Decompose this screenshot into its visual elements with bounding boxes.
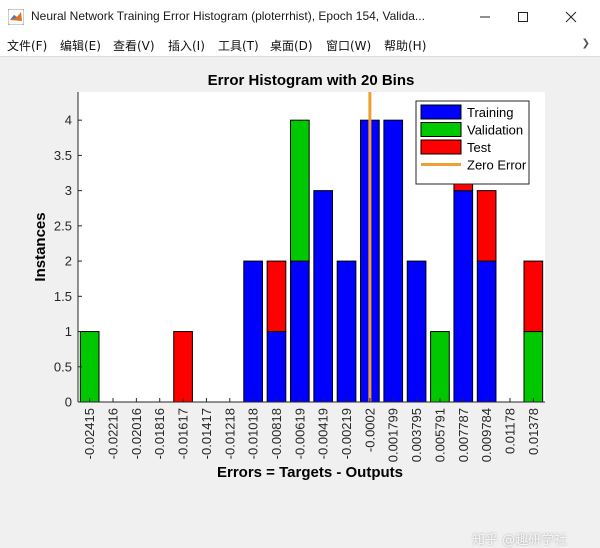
minimize-icon	[480, 16, 490, 18]
x-tick-label: 0.01378	[526, 408, 541, 455]
menu-bar: 文件(F) 编辑(E) 查看(V) 插入(I) 工具(T) 桌面(D) 窗口(W…	[0, 34, 600, 57]
chevron-right-icon[interactable]: ❯	[581, 38, 590, 49]
histogram-chart: Error Histogram with 20 Bins 0 0.5 1 1.5 2 2.…	[32, 72, 545, 481]
bar-training-16	[453, 190, 474, 403]
maximize-button[interactable]	[500, 0, 546, 34]
menu-window[interactable]: 窗口(W)	[326, 39, 372, 53]
bar-training-7	[243, 260, 263, 403]
x-tick-label: 0.005791	[432, 408, 447, 462]
x-tick-label: -0.01617	[176, 408, 191, 459]
bar-training-17	[476, 260, 497, 403]
x-tick-label: 0.007787	[456, 408, 471, 462]
bar-test-4	[173, 331, 193, 403]
legend-label: Test	[467, 140, 491, 155]
y-tick-label: 3.5	[54, 148, 72, 163]
y-tick-label: 0	[65, 395, 72, 410]
y-tick-label: 3	[65, 183, 72, 198]
bar-test-17	[476, 190, 497, 262]
x-tick-label: -0.01417	[199, 408, 214, 459]
y-axis-label: Instances	[32, 212, 49, 281]
minimize-button[interactable]	[462, 0, 508, 34]
legend-swatch-validation	[420, 122, 462, 137]
x-tick-label: 0.009784	[479, 408, 494, 462]
bar-training-11	[336, 260, 357, 403]
chart-title: Error Histogram with 20 Bins	[208, 72, 415, 89]
bar-training-13	[383, 119, 404, 403]
x-tick-label: -0.00619	[292, 408, 307, 459]
x-tick-label: -0.02415	[82, 408, 97, 459]
bar-validation-19	[523, 331, 544, 403]
bar-training-8	[266, 331, 287, 403]
menu-insert[interactable]: 插入(I)	[168, 39, 205, 53]
window-title: Neural Network Training Error Histogram …	[31, 9, 425, 23]
menu-desktop[interactable]: 桌面(D)	[270, 39, 313, 53]
x-tick-label: -0.00818	[269, 408, 284, 459]
legend-label: Training	[467, 105, 513, 120]
close-icon	[565, 11, 577, 23]
legend-label: Zero Error	[467, 158, 527, 173]
y-tick-label: 4	[65, 113, 72, 128]
close-button[interactable]	[548, 0, 594, 34]
x-tick-label: -0.02016	[129, 408, 144, 459]
window-titlebar: Neural Network Training Error Histogram …	[0, 0, 600, 35]
y-tick-label: 2.5	[54, 218, 72, 233]
bar-validation-9	[289, 119, 310, 262]
menu-view[interactable]: 查看(V)	[113, 39, 155, 53]
figure-area: Error Histogram with 20 Bins 0 0.5 1 1.5 2 2.…	[0, 57, 600, 548]
x-tick-label: 0.003795	[409, 408, 424, 462]
bar-training-9	[289, 260, 310, 403]
bar-validation-15	[430, 331, 450, 403]
x-axis-label: Errors = Targets - Outputs	[217, 464, 403, 481]
bar-test-19	[523, 260, 544, 333]
x-tick-label: -0.01218	[222, 408, 237, 459]
x-tick-label: -0.02216	[106, 408, 121, 459]
legend-swatch-training	[420, 104, 462, 120]
menu-help[interactable]: 帮助(H)	[384, 39, 427, 53]
bar-training-10	[313, 190, 334, 403]
bar-validation-0	[79, 331, 100, 403]
legend-label: Validation	[467, 123, 523, 138]
bar-test-8	[266, 260, 287, 333]
menu-edit[interactable]: 编辑(E)	[60, 39, 101, 53]
x-tick-label: 0.001799	[386, 408, 401, 462]
y-tick-label: 0.5	[54, 359, 72, 374]
x-tick-label: -0.01018	[246, 408, 261, 459]
x-tick-label: -0.00419	[316, 408, 331, 459]
menu-tools[interactable]: 工具(T)	[218, 39, 259, 53]
maximize-icon	[518, 12, 528, 22]
x-tick-label: 0.01178	[502, 408, 517, 454]
bar-training-14	[406, 260, 427, 403]
x-tick-label: -0.01816	[152, 408, 167, 459]
menu-file[interactable]: 文件(F)	[7, 39, 48, 53]
chart-legend: Training Validation Test Zero Error	[415, 100, 530, 185]
matlab-icon	[8, 9, 24, 25]
y-tick-label: 2	[65, 254, 72, 269]
y-tick-label: 1.5	[54, 289, 72, 304]
watermark-text: 知乎 @趣研学社	[472, 533, 568, 548]
y-tick-label: 1	[65, 324, 72, 339]
legend-swatch-test	[420, 139, 462, 155]
x-tick-label: -0.0002	[362, 408, 377, 452]
x-tick-label: -0.00219	[339, 408, 354, 459]
